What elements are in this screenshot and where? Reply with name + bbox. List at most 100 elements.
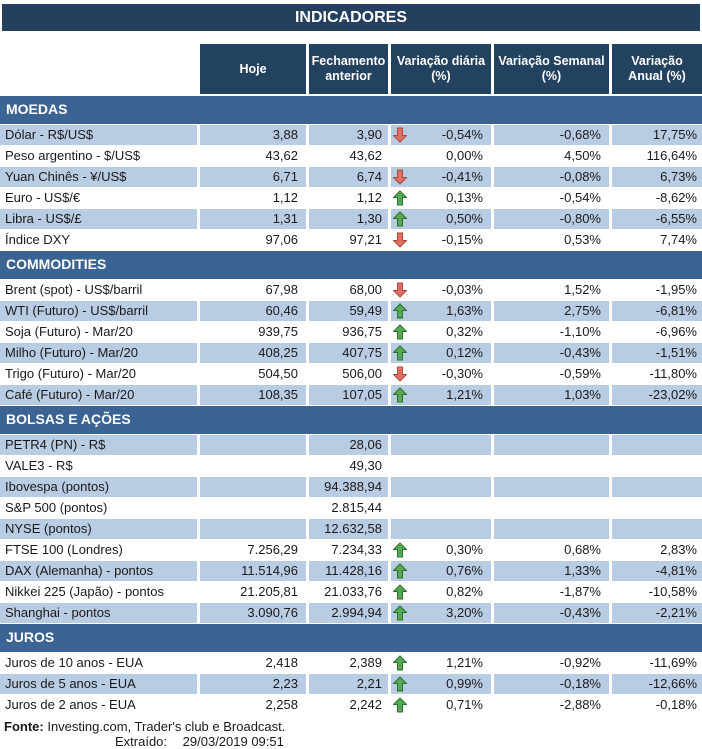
cell-var-diaria: 0,30%: [391, 540, 491, 560]
cell-var-anual: -11,80%: [612, 364, 702, 384]
cell-hoje: 6,71: [200, 167, 306, 187]
table-row: Milho (Futuro) - Mar/20 408,25 407,75 0,…: [0, 343, 702, 363]
page-title: INDICADORES: [2, 4, 700, 31]
source-line: Fonte: Investing.com, Trader's club e Br…: [0, 719, 702, 734]
cell-hoje: 11.514,96: [200, 561, 306, 581]
row-label: NYSE (pontos): [0, 519, 197, 539]
cell-var-anual: -6,96%: [612, 322, 702, 342]
var-diaria-value: 0,30%: [446, 542, 483, 557]
cell-var-diaria: 0,99%: [391, 674, 491, 694]
down-arrow-icon: [393, 232, 407, 248]
table-row: NYSE (pontos) 12.632,58: [0, 519, 702, 539]
cell-var-semanal: -0,68%: [494, 125, 609, 145]
cell-var-anual: -8,62%: [612, 188, 702, 208]
up-arrow-icon: [393, 345, 407, 361]
cell-hoje: [200, 519, 306, 539]
cell-fechamento: 6,74: [309, 167, 388, 187]
cell-fechamento: 43,62: [309, 146, 388, 166]
cell-var-diaria: [391, 435, 491, 455]
row-label: Brent (spot) - US$/barril: [0, 280, 197, 300]
cell-var-diaria: -0,03%: [391, 280, 491, 300]
cell-var-diaria: 0,71%: [391, 695, 491, 715]
cell-var-diaria: 0,50%: [391, 209, 491, 229]
arrow-slot: [393, 148, 407, 164]
column-header-var-semanal: Variação Semanal (%): [494, 44, 609, 94]
table-row: WTI (Futuro) - US$/barril 60,46 59,49 1,…: [0, 301, 702, 321]
var-diaria-value: 0,00%: [446, 148, 483, 163]
section-title: JUROS: [6, 629, 55, 645]
cell-fechamento: 1,12: [309, 188, 388, 208]
section-title: COMMODITIES: [6, 256, 107, 272]
row-label: DAX (Alemanha) - pontos: [0, 561, 197, 581]
cell-var-semanal: [494, 435, 609, 455]
cell-fechamento: 2,389: [309, 653, 388, 673]
var-diaria-value: 0,99%: [446, 676, 483, 691]
down-arrow-icon: [393, 282, 407, 298]
table-row: S&P 500 (pontos) 2.815,44: [0, 498, 702, 518]
column-header-fechamento: Fechamento anterior: [309, 44, 388, 94]
up-arrow-icon: [393, 584, 407, 600]
row-label: Juros de 5 anos - EUA: [0, 674, 197, 694]
var-diaria-value: -0,03%: [441, 282, 483, 297]
row-label: Trigo (Futuro) - Mar/20: [0, 364, 197, 384]
cell-var-diaria: [391, 477, 491, 497]
column-header-var-diaria: Variação diária (%): [391, 44, 491, 94]
var-diaria-value: 0,50%: [446, 211, 483, 226]
cell-var-anual: -2,21%: [612, 603, 702, 623]
cell-hoje: 1,31: [200, 209, 306, 229]
cell-var-anual: -6,55%: [612, 209, 702, 229]
cell-var-semanal: -0,54%: [494, 188, 609, 208]
cell-hoje: 3,88: [200, 125, 306, 145]
table-row: Yuan Chinês - ¥/US$ 6,71 6,74 -0,41% -0,…: [0, 167, 702, 187]
row-label: PETR4 (PN) - R$: [0, 435, 197, 455]
cell-fechamento: 506,00: [309, 364, 388, 384]
cell-var-semanal: 0,53%: [494, 230, 609, 250]
cell-var-anual: [612, 519, 702, 539]
table-row: DAX (Alemanha) - pontos 11.514,96 11.428…: [0, 561, 702, 581]
cell-hoje: 2,258: [200, 695, 306, 715]
table-row: PETR4 (PN) - R$ 28,06: [0, 435, 702, 455]
var-diaria-value: -0,41%: [441, 169, 483, 184]
extracted-line: Extraído: 29/03/2019 09:51: [0, 734, 702, 749]
cell-var-diaria: 0,00%: [391, 146, 491, 166]
cell-hoje: 97,06: [200, 230, 306, 250]
var-diaria-value: 0,12%: [446, 345, 483, 360]
cell-var-semanal: 1,33%: [494, 561, 609, 581]
cell-var-diaria: [391, 498, 491, 518]
row-label: Juros de 10 anos - EUA: [0, 653, 197, 673]
up-arrow-icon: [393, 542, 407, 558]
cell-var-semanal: -0,92%: [494, 653, 609, 673]
cell-var-semanal: 1,52%: [494, 280, 609, 300]
table-row: Euro - US$/€ 1,12 1,12 0,13% -0,54% -8,6…: [0, 188, 702, 208]
cell-var-anual: 2,83%: [612, 540, 702, 560]
section-header-moedas: MOEDAS: [0, 96, 702, 124]
table-row: Brent (spot) - US$/barril 67,98 68,00 -0…: [0, 280, 702, 300]
cell-fechamento: 2.994,94: [309, 603, 388, 623]
column-header-hoje: Hoje: [200, 44, 306, 94]
cell-var-anual: [612, 456, 702, 476]
row-label: FTSE 100 (Londres): [0, 540, 197, 560]
row-label: Libra - US$/£: [0, 209, 197, 229]
var-diaria-value: 1,21%: [446, 655, 483, 670]
up-arrow-icon: [393, 387, 407, 403]
cell-var-anual: -10,58%: [612, 582, 702, 602]
up-arrow-icon: [393, 676, 407, 692]
table-row: Nikkei 225 (Japão) - pontos 21.205,81 21…: [0, 582, 702, 602]
cell-var-anual: [612, 477, 702, 497]
cell-var-diaria: 3,20%: [391, 603, 491, 623]
cell-hoje: 2,23: [200, 674, 306, 694]
cell-fechamento: 59,49: [309, 301, 388, 321]
cell-var-diaria: 0,12%: [391, 343, 491, 363]
source-label: Fonte:: [4, 719, 44, 734]
extracted-label: Extraído:: [115, 734, 168, 749]
cell-var-anual: -1,95%: [612, 280, 702, 300]
var-diaria-value: 0,82%: [446, 584, 483, 599]
cell-fechamento: 11.428,16: [309, 561, 388, 581]
cell-fechamento: 2,21: [309, 674, 388, 694]
table-row: Shanghai - pontos 3.090,76 2.994,94 3,20…: [0, 603, 702, 623]
cell-fechamento: 2,242: [309, 695, 388, 715]
cell-var-anual: [612, 435, 702, 455]
up-arrow-icon: [393, 563, 407, 579]
arrow-slot: [393, 500, 407, 516]
cell-hoje: 43,62: [200, 146, 306, 166]
